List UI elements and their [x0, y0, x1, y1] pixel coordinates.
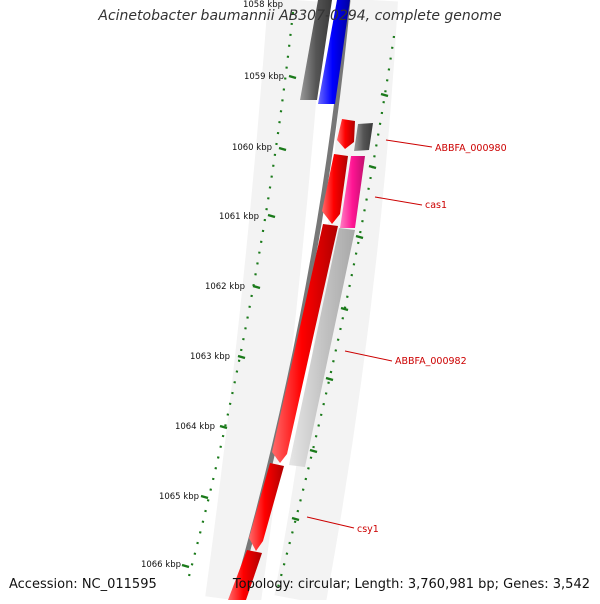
major-ticks — [181, 74, 389, 569]
major-tick — [288, 74, 297, 80]
tick-label: 1063 kbp — [190, 352, 230, 362]
genome-summary-text: Topology: circular; Length: 3,760,981 bp… — [232, 577, 590, 592]
gene-label[interactable]: csy1 — [357, 524, 379, 535]
gene-feature[interactable] — [289, 228, 355, 467]
major-tick — [219, 424, 228, 430]
gene-label[interactable]: cas1 — [425, 200, 447, 211]
leader-line — [344, 350, 393, 362]
forward-strand-features — [228, 0, 355, 600]
major-tick — [252, 284, 261, 290]
major-tick — [355, 234, 364, 240]
gene-labels: ABBFA_000980 cas1 ABBFA_000982 csy1 — [357, 143, 507, 535]
tick-label: 1060 kbp — [232, 143, 272, 153]
major-tick — [267, 213, 276, 219]
label-leaders — [306, 139, 433, 529]
gene-label[interactable]: ABBFA_000980 — [435, 143, 507, 154]
major-tick — [325, 376, 334, 382]
gene-feature[interactable] — [340, 156, 365, 228]
gene-feature[interactable] — [318, 0, 350, 104]
gene-feature[interactable] — [300, 0, 332, 100]
tick-label: 1061 kbp — [219, 212, 259, 222]
major-tick — [309, 448, 318, 454]
major-tick — [200, 494, 209, 500]
tick-track-inner — [274, 35, 396, 596]
map-title: Acinetobacter baumannii AB307-0294, comp… — [98, 8, 502, 24]
major-tick — [291, 516, 300, 522]
leader-line — [374, 196, 423, 206]
tick-label: 1059 kbp — [244, 72, 284, 82]
outer-ring-band — [205, 0, 324, 604]
gene-feature[interactable] — [354, 123, 373, 151]
major-tick — [340, 306, 349, 312]
leader-line — [385, 139, 433, 148]
accession-text: Accession: NC_011595 — [9, 577, 157, 592]
tick-label: 1066 kbp — [141, 560, 181, 570]
gene-feature[interactable] — [249, 463, 284, 551]
major-tick — [380, 92, 389, 98]
leader-line — [306, 516, 355, 529]
tick-label: 1064 kbp — [175, 422, 215, 432]
gene-feature[interactable] — [322, 154, 348, 224]
gene-feature[interactable] — [228, 550, 262, 600]
reverse-strand-features — [289, 123, 373, 467]
gene-feature[interactable] — [272, 224, 338, 463]
gene-feature[interactable] — [337, 119, 355, 149]
tick-label: 1065 kbp — [159, 492, 199, 502]
major-tick — [237, 354, 246, 360]
tick-labels: 1058 kbp 1059 kbp 1060 kbp 1061 kbp 1062… — [141, 0, 284, 570]
major-tick — [278, 146, 287, 152]
inner-ring-band — [274, 0, 398, 604]
major-tick — [181, 563, 190, 569]
tick-label: 1062 kbp — [205, 282, 245, 292]
tick-label: 1058 kbp — [243, 0, 283, 10]
gene-label[interactable]: ABBFA_000982 — [395, 356, 467, 367]
major-tick — [368, 164, 377, 170]
